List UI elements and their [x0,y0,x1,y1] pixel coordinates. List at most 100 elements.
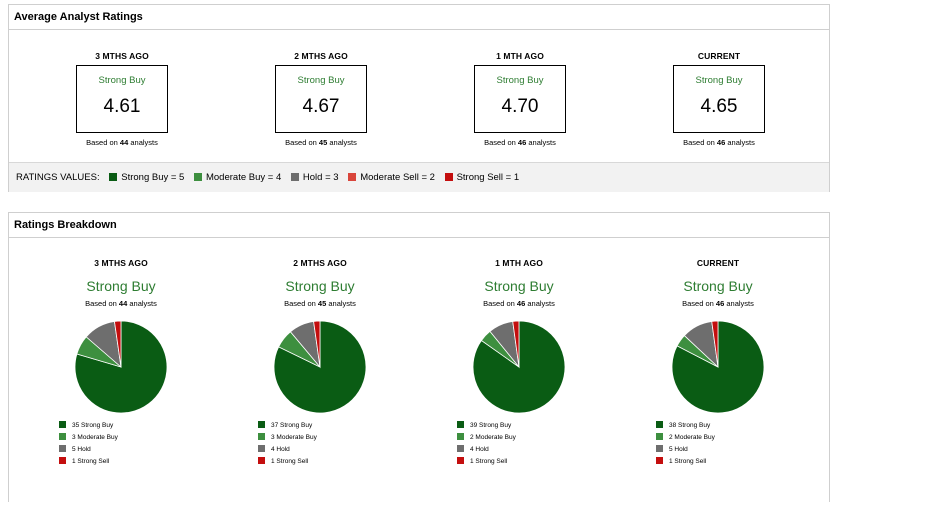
legend-label: 37 Strong Buy [271,422,313,429]
rating-value-strong-buy: Strong Buy = 5 [109,172,184,183]
legend-swatch [258,421,265,428]
legend-swatch [656,433,663,440]
legend-item: 1 Strong Sell [457,456,537,468]
consensus-rating: Strong Buy [285,278,355,294]
legend-item: 39 Strong Buy [457,420,537,432]
consensus-rating: Strong Buy [484,278,554,294]
legend-label: 3 Moderate Buy [72,434,118,441]
legend-item: 2 Moderate Buy [457,432,537,444]
legend-item: 1 Strong Sell [59,456,139,468]
legend-swatch [59,433,66,440]
legend-item: 5 Hold [656,444,736,456]
pie-legend: 37 Strong Buy 3 Moderate Buy 4 Hold 1 Stron… [258,420,338,468]
period-label: CURRENT [696,258,740,268]
analyst-count: 44 [119,138,129,147]
rating-value: 4.70 [501,96,539,117]
avg-column-current: CURRENT Strong Buy 4.65 Based on 46 anal… [629,51,809,147]
analyst-count: 46 [715,299,725,308]
legend-swatch [59,457,66,464]
legend-label: 1 Strong Sell [470,458,508,465]
legend-swatch [656,421,663,428]
legend-swatch [258,445,265,452]
legend-item: 2 Moderate Buy [656,432,736,444]
legend-swatch [656,445,663,452]
pie-slice-strong-sell [114,320,122,368]
legend-swatch [258,433,265,440]
legend-item: 4 Hold [258,444,338,456]
legend-item: 38 Strong Buy [656,420,736,432]
legend-label: 1 Strong Sell [669,458,707,465]
legend-swatch [457,457,464,464]
ratings-pie-chart [671,320,765,414]
pie-legend: 38 Strong Buy 2 Moderate Buy 5 Hold 1 Stron… [656,420,736,468]
breakdown-column-2: 1 MTH AGO Strong Buy Based on 46 analysts 3… [429,258,609,468]
rating-box: Strong Buy 4.67 [275,65,367,133]
analyst-count: 46 [716,138,726,147]
rating-value-moderate-buy: Moderate Buy = 4 [193,172,281,183]
legend-label: 1 Strong Sell [271,458,309,465]
rating-value-moderate-sell: Moderate Sell = 2 [348,172,435,183]
breakdown-column-0: 3 MTHS AGO Strong Buy Based on 44 analysts… [31,258,211,468]
rating-value-hold: Hold = 3 [290,172,339,183]
period-label: 1 MTH AGO [496,51,544,61]
consensus-rating: Strong Buy [86,278,156,294]
legend-swatch [457,433,464,440]
based-on-text: Based on 44 analysts [85,299,157,308]
pie-slice-strong-sell [711,320,719,368]
rating-label: Strong Buy [297,75,345,86]
moderate-sell-swatch [348,173,357,181]
analyst-count: 46 [516,299,526,308]
period-label: 2 MTHS AGO [293,258,347,268]
rating-value: 4.61 [103,96,141,117]
ratings-pie-chart [74,320,168,414]
legend-swatch [258,457,265,464]
legend-item: 35 Strong Buy [59,420,139,432]
ratings-pie-chart [472,320,566,414]
rating-value: 4.65 [700,96,738,117]
breakdown-column-1: 2 MTHS AGO Strong Buy Based on 45 analysts… [230,258,410,468]
legend-swatch [457,445,464,452]
ratings-values-bar: RATINGS VALUES: Strong Buy = 5 Moderate … [9,162,829,192]
legend-label: 39 Strong Buy [470,422,512,429]
legend-item: 3 Moderate Buy [59,432,139,444]
legend-label: 4 Hold [271,446,290,453]
rating-label: Strong Buy [98,75,146,86]
ratings-pie-chart [273,320,367,414]
analyst-count: 46 [517,138,527,147]
analyst-count: 45 [318,138,328,147]
hold-swatch [290,173,299,181]
legend-swatch [457,421,464,428]
based-on-text: Based on 46 analysts [682,299,754,308]
pie-legend: 39 Strong Buy 2 Moderate Buy 4 Hold 1 Stron… [457,420,537,468]
avg-column-2mths: 2 MTHS AGO Strong Buy 4.67 Based on 45 a… [231,51,411,147]
rating-box: Strong Buy 4.61 [76,65,168,133]
legend-label: 2 Moderate Buy [470,434,516,441]
rating-label: Strong Buy [496,75,544,86]
pie-slice-strong-sell [313,320,321,368]
rating-label: Strong Buy [695,75,743,86]
breakdown-column-3: CURRENT Strong Buy Based on 46 analysts 38 … [628,258,808,468]
legend-item: 4 Hold [457,444,537,456]
average-ratings-title: Average Analyst Ratings [9,5,829,30]
based-on-text: Based on 44 analysts [86,138,158,147]
rating-value-strong-sell: Strong Sell = 1 [444,172,519,183]
analyst-count: 45 [317,299,327,308]
average-ratings-panel: Average Analyst Ratings 3 MTHS AGO Stron… [8,4,830,192]
rating-value: 4.67 [302,96,340,117]
legend-label: 4 Hold [470,446,489,453]
period-label: 1 MTH AGO [495,258,543,268]
legend-item: 3 Moderate Buy [258,432,338,444]
analyst-count: 44 [118,299,128,308]
legend-swatch [59,445,66,452]
avg-column-1mth: 1 MTH AGO Strong Buy 4.70 Based on 46 an… [430,51,610,147]
pie-legend: 35 Strong Buy 3 Moderate Buy 5 Hold 1 Stron… [59,420,139,468]
legend-swatch [59,421,66,428]
moderate-buy-swatch [193,173,202,181]
period-label: 3 MTHS AGO [94,258,148,268]
based-on-text: Based on 45 analysts [284,299,356,308]
legend-label: 2 Moderate Buy [669,434,715,441]
rating-box: Strong Buy 4.70 [474,65,566,133]
rating-box: Strong Buy 4.65 [673,65,765,133]
based-on-text: Based on 46 analysts [683,138,755,147]
strong-sell-swatch [444,173,453,181]
